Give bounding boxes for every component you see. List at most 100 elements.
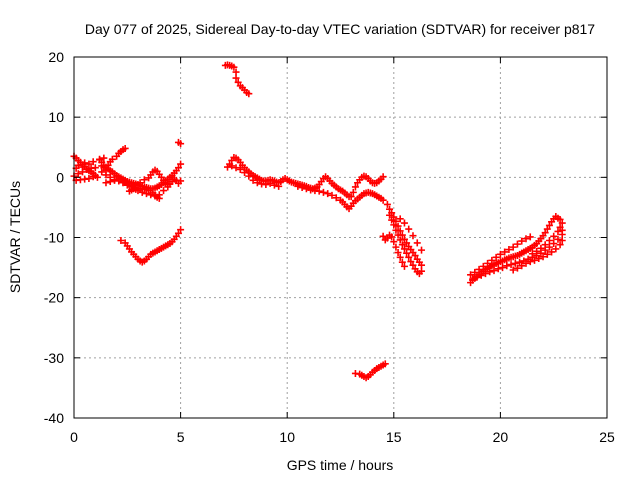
- axis-ticks: 0 5 10 15 20 25 -40 -30 -20 -10 0 10 20: [44, 49, 615, 445]
- data-point: [533, 247, 541, 255]
- data-points: [70, 61, 566, 382]
- data-point: [552, 245, 560, 253]
- data-point: [541, 229, 549, 237]
- data-point: [477, 271, 485, 279]
- data-point: [405, 225, 413, 233]
- data-point: [392, 226, 400, 234]
- y-tick-label: 10: [48, 109, 64, 125]
- data-point: [518, 237, 526, 245]
- data-point: [394, 249, 402, 257]
- x-tick-label: 10: [279, 429, 295, 445]
- y-tick-label: -30: [44, 350, 64, 366]
- data-point: [548, 248, 556, 256]
- data-point: [484, 259, 492, 267]
- data-point: [488, 256, 496, 264]
- data-point: [136, 179, 144, 187]
- data-point: [123, 181, 131, 189]
- y-tick-label: 0: [56, 169, 64, 185]
- data-point: [516, 258, 524, 266]
- y-tick-label: -10: [44, 230, 64, 246]
- data-point: [535, 255, 543, 263]
- data-point: [349, 188, 357, 196]
- data-point: [469, 275, 477, 283]
- data-point: [511, 259, 519, 267]
- data-point: [396, 253, 404, 261]
- data-point: [155, 191, 163, 199]
- data-point: [411, 252, 419, 260]
- data-point: [266, 179, 274, 187]
- data-point: [379, 173, 387, 181]
- data-point: [160, 187, 168, 195]
- data-point: [298, 184, 306, 192]
- data-point: [91, 164, 99, 172]
- data-point: [224, 163, 232, 171]
- data-point: [177, 177, 185, 185]
- data-point: [347, 193, 355, 201]
- data-point: [509, 243, 517, 251]
- data-point: [499, 264, 507, 272]
- data-point: [232, 68, 240, 76]
- data-point: [390, 238, 398, 246]
- data-point: [531, 256, 539, 264]
- data-point: [392, 217, 400, 225]
- data-point: [106, 178, 114, 186]
- data-point: [174, 164, 182, 172]
- data-point: [394, 231, 402, 239]
- data-point: [108, 155, 116, 163]
- data-point: [81, 159, 89, 167]
- data-point: [89, 158, 97, 166]
- data-point: [513, 264, 521, 272]
- data-point: [85, 160, 93, 168]
- data-point: [501, 248, 509, 256]
- data-point: [545, 243, 553, 251]
- data-point: [507, 261, 515, 269]
- data-point: [386, 211, 394, 219]
- data-point: [245, 172, 253, 180]
- data-point: [236, 166, 244, 174]
- x-tick-label: 0: [70, 429, 78, 445]
- data-point: [383, 200, 391, 208]
- data-point: [134, 187, 142, 195]
- data-point: [503, 262, 511, 270]
- data-point: [509, 266, 517, 274]
- data-point: [405, 253, 413, 261]
- x-axis-label: GPS time / hours: [287, 457, 394, 473]
- x-tick-label: 25: [599, 429, 615, 445]
- data-point: [174, 229, 182, 237]
- x-tick-label: 20: [493, 429, 509, 445]
- data-point: [400, 262, 408, 270]
- data-point: [319, 188, 327, 196]
- data-point: [558, 237, 566, 245]
- y-tick-label: -40: [44, 410, 64, 426]
- data-point: [400, 219, 408, 227]
- data-point: [117, 237, 125, 245]
- data-point: [324, 190, 332, 198]
- data-point: [74, 161, 82, 169]
- data-point: [302, 185, 310, 193]
- data-point: [386, 205, 394, 213]
- chart-title: Day 077 of 2025, Sidereal Day-to-day VTE…: [85, 21, 595, 37]
- data-point: [111, 176, 119, 184]
- data-point: [403, 239, 411, 247]
- data-point: [294, 182, 302, 190]
- data-point: [232, 74, 240, 82]
- data-point: [147, 191, 155, 199]
- data-point: [249, 176, 257, 184]
- data-point: [471, 268, 479, 276]
- data-point: [545, 221, 553, 229]
- data-point: [102, 171, 110, 179]
- data-point: [418, 261, 426, 269]
- data-point: [351, 183, 359, 191]
- data-point: [409, 232, 417, 240]
- data-point: [253, 179, 261, 187]
- data-point: [505, 246, 513, 254]
- data-point: [528, 250, 536, 258]
- data-point: [245, 90, 253, 98]
- data-point: [543, 250, 551, 258]
- data-point: [558, 226, 566, 234]
- data-point: [473, 273, 481, 281]
- data-point: [554, 214, 562, 222]
- data-point: [115, 175, 123, 183]
